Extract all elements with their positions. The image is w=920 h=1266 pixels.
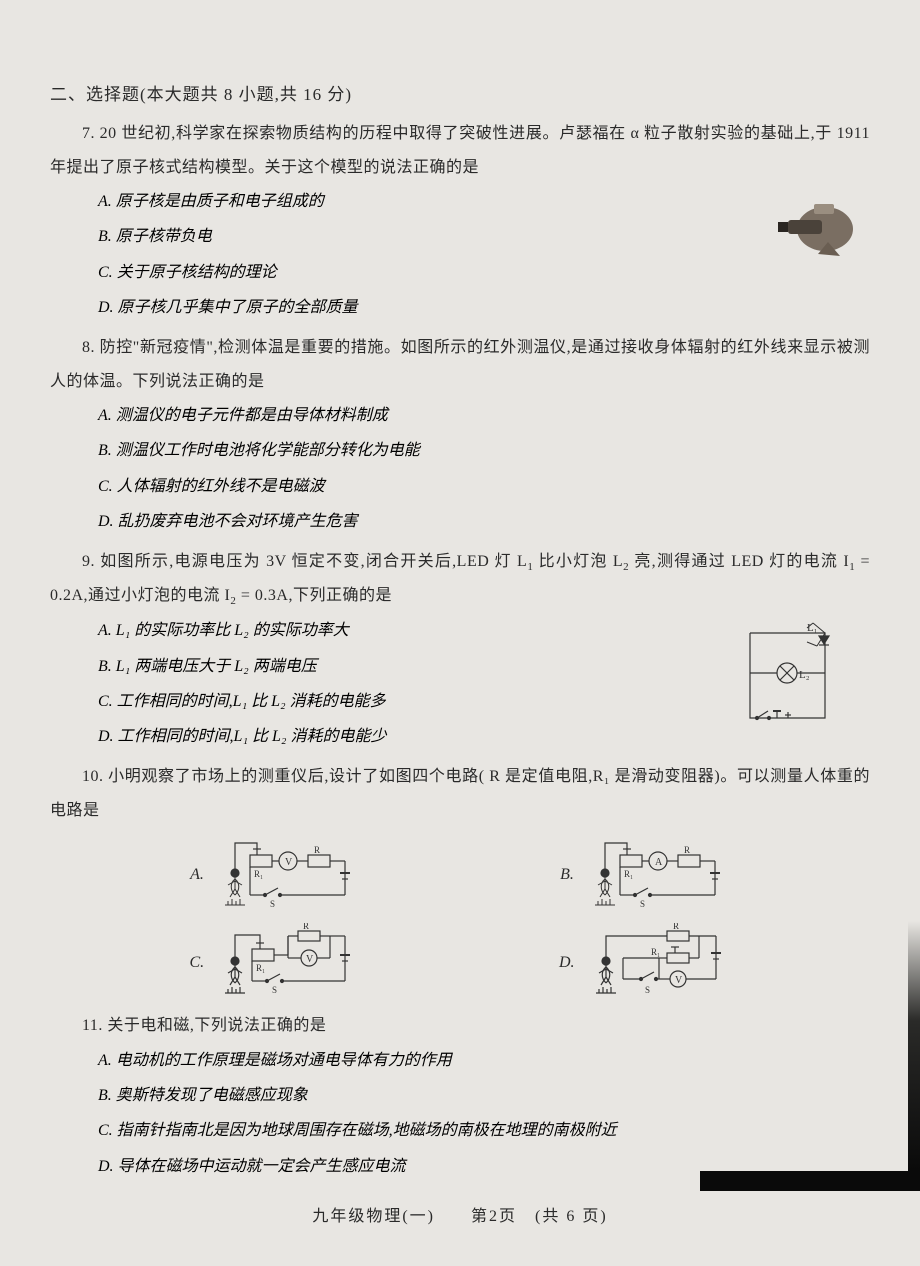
q7-options: A. 原子核是由质子和电子组成的 B. 原子核带负电 C. 关于原子核结构的理论…	[98, 184, 870, 325]
question-11: 11. 关于电和磁,下列说法正确的是 A. 电动机的工作原理是磁场对通电导体有力…	[50, 1009, 870, 1183]
q10-row1: A.	[90, 835, 830, 915]
q8-option-c: C. 人体辐射的红外线不是电磁波	[98, 469, 870, 504]
svg-text:S: S	[640, 899, 645, 909]
q8-options: A. 测温仪的电子元件都是由导体材料制成 B. 测温仪工作时电池将化学能部分转化…	[98, 398, 870, 539]
q7-option-a: A. 原子核是由质子和电子组成的	[98, 184, 870, 219]
q11-option-c: C. 指南针指南北是因为地球周围存在磁场,地磁场的南极在地理的南极附近	[98, 1113, 870, 1148]
exam-page: 二、选择题(本大题共 8 小题,共 16 分) 7. 20 世纪初,科学家在探索…	[0, 0, 920, 1266]
q9-options: A. L₁ 的实际功率比 L₂ 的实际功率大 B. L₁ 两端电压大于 L₂ 两…	[98, 613, 870, 754]
q11-option-b: B. 奥斯特发现了电磁感应现象	[98, 1078, 870, 1113]
svg-text:R: R	[684, 845, 690, 855]
svg-text:R₁: R₁	[254, 869, 263, 879]
svg-text:V: V	[306, 954, 314, 965]
question-10: 10. 小明观察了市场上的测重仪后,设计了如图四个电路( R 是定值电阻,R₁ …	[50, 760, 870, 1003]
q10-option-c: C.	[189, 923, 360, 1003]
svg-text:R: R	[303, 923, 309, 931]
q10-circuit-c: R₁ R V S	[210, 923, 360, 1003]
svg-text:V: V	[285, 857, 293, 868]
svg-text:V: V	[675, 975, 683, 986]
question-7: 7. 20 世纪初,科学家在探索物质结构的历程中取得了突破性进展。卢瑟福在 α …	[50, 117, 870, 325]
svg-text:R₁: R₁	[624, 869, 633, 879]
q9-stem: 9. 如图所示,电源电压为 3V 恒定不变,闭合开关后,LED 灯 L1 比小灯…	[50, 545, 870, 614]
page-footer: 九年级物理(一) 第2页 (共 6 页)	[50, 1202, 870, 1226]
svg-text:R: R	[673, 923, 679, 931]
q9-circuit-diagram: L₁ L₂	[735, 618, 840, 733]
q10-option-d: D.	[559, 923, 731, 1003]
q10-option-a: A.	[190, 835, 360, 915]
q8-stem: 8. 防控"新冠疫情",检测体温是重要的措施。如图所示的红外测温仪,是通过接收身…	[50, 331, 870, 398]
q9-label-l2: L₂	[799, 669, 810, 681]
q7-stem: 7. 20 世纪初,科学家在探索物质结构的历程中取得了突破性进展。卢瑟福在 α …	[50, 117, 870, 184]
q10-label-b: B.	[560, 866, 574, 884]
q10-label-a: A.	[190, 866, 204, 884]
question-8: 8. 防控"新冠疫情",检测体温是重要的措施。如图所示的红外测温仪,是通过接收身…	[50, 331, 870, 539]
scan-edge-bottom	[700, 1171, 920, 1191]
q9-label-l1: L₁	[807, 622, 818, 634]
q9-stem-p2: 比小灯泡 L	[533, 553, 623, 570]
svg-text:S: S	[645, 985, 650, 995]
svg-text:S: S	[272, 985, 277, 995]
q10-option-b: B.	[560, 835, 730, 915]
q11-options: A. 电动机的工作原理是磁场对通电导体有力的作用 B. 奥斯特发现了电磁感应现象…	[98, 1043, 870, 1184]
q10-circuit-a: R₁ V R S	[210, 835, 360, 915]
q7-option-b: B. 原子核带负电	[98, 219, 870, 254]
scan-edge-side	[908, 921, 920, 1171]
q8-option-a: A. 测温仪的电子元件都是由导体材料制成	[98, 398, 870, 433]
q10-stem: 10. 小明观察了市场上的测重仪后,设计了如图四个电路( R 是定值电阻,R₁ …	[50, 760, 870, 827]
q10-label-c: C.	[189, 954, 204, 972]
svg-text:R₁: R₁	[651, 947, 660, 957]
q10-circuit-b: R₁ A R S	[580, 835, 730, 915]
q7-option-d: D. 原子核几乎集中了原子的全部质量	[98, 290, 870, 325]
svg-text:A: A	[655, 857, 663, 868]
q11-stem: 11. 关于电和磁,下列说法正确的是	[50, 1009, 870, 1043]
thermometer-image	[770, 184, 860, 264]
q10-row2: C.	[90, 923, 830, 1003]
q8-option-b: B. 测温仪工作时电池将化学能部分转化为电能	[98, 433, 870, 468]
section-header: 二、选择题(本大题共 8 小题,共 16 分)	[50, 80, 870, 105]
q9-stem-p3: 亮,测得通过 LED 灯的电流 I	[629, 553, 849, 570]
q10-circuit-d: R R₁ V S	[581, 923, 731, 1003]
svg-text:R₁: R₁	[256, 963, 265, 973]
q7-option-c: C. 关于原子核结构的理论	[98, 255, 870, 290]
q11-option-a: A. 电动机的工作原理是磁场对通电导体有力的作用	[98, 1043, 870, 1078]
q8-option-d: D. 乱扔废弃电池不会对环境产生危害	[98, 504, 870, 539]
question-9: 9. 如图所示,电源电压为 3V 恒定不变,闭合开关后,LED 灯 L1 比小灯…	[50, 545, 870, 754]
q9-stem-p5: = 0.3A,下列正确的是	[236, 587, 392, 604]
q10-label-d: D.	[559, 954, 575, 972]
q9-stem-p1: 9. 如图所示,电源电压为 3V 恒定不变,闭合开关后,LED 灯 L	[82, 553, 527, 570]
svg-text:S: S	[270, 899, 275, 909]
svg-text:R: R	[314, 845, 320, 855]
